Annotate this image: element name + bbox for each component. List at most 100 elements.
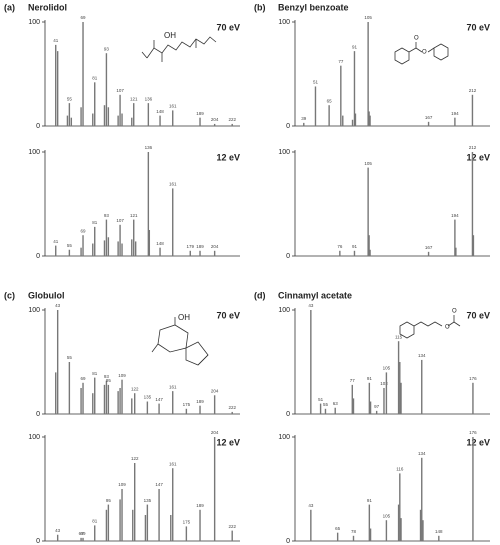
peak — [367, 167, 369, 256]
chart-subtitle: 12 eV — [466, 437, 490, 447]
peak — [68, 249, 71, 256]
peak — [354, 113, 357, 126]
peak — [399, 473, 401, 541]
peak — [314, 86, 317, 126]
peak — [92, 113, 94, 126]
peak — [82, 537, 84, 541]
peak — [80, 388, 82, 414]
peak — [472, 235, 475, 256]
peak-label: 107 — [116, 218, 124, 223]
peak — [471, 94, 474, 126]
peak-label: 55 — [67, 355, 73, 360]
peak-label: 222 — [228, 405, 236, 410]
peak-label: 122 — [131, 456, 139, 461]
peak-label: 55 — [67, 243, 73, 248]
peak-label: 55 — [67, 96, 73, 101]
peak — [134, 241, 137, 256]
y-tick-label: 100 — [28, 19, 40, 26]
peak — [121, 379, 123, 414]
peak — [199, 117, 201, 126]
peak-label: 91 — [352, 244, 358, 249]
peak-label: 176 — [469, 430, 477, 435]
peak — [368, 382, 371, 414]
peak — [134, 463, 136, 541]
y-tick-label: 100 — [278, 19, 290, 26]
peak — [385, 520, 388, 541]
peak-label: 148 — [156, 109, 164, 114]
panel-label: (b) — [254, 2, 266, 12]
peak — [213, 395, 216, 414]
peak-label: 189 — [196, 399, 204, 404]
peak-label: 51 — [318, 397, 324, 402]
peak-label: 81 — [92, 220, 98, 225]
peak-label: 212 — [469, 88, 477, 93]
peak — [427, 251, 430, 256]
chart-title: Nerolidol — [28, 2, 67, 12]
peak-label: 147 — [155, 397, 163, 402]
peak — [103, 384, 106, 414]
peak — [419, 509, 422, 541]
peak — [352, 535, 355, 541]
peak-label: 189 — [196, 244, 204, 249]
peak-label: 222 — [228, 524, 236, 529]
peak — [103, 240, 106, 256]
peak-label: 175 — [183, 520, 191, 525]
peak-label: 43 — [55, 528, 61, 533]
peak — [334, 407, 336, 414]
peak — [421, 457, 423, 541]
peak — [82, 235, 84, 256]
peak — [319, 403, 322, 414]
peak-label: 212 — [469, 145, 477, 150]
y-tick-label: 0 — [36, 411, 40, 418]
peak-label: 136 — [145, 96, 153, 101]
peak-label: 63 — [333, 401, 339, 406]
structure-cinnamyl-acetate — [399, 315, 461, 339]
peak-label: 81 — [92, 371, 98, 376]
peak — [68, 103, 71, 126]
peak-label: 81 — [92, 519, 98, 524]
peak-label: 109 — [118, 482, 126, 487]
peak-label: 167 — [425, 115, 433, 120]
annotation: O — [414, 36, 419, 42]
peak — [427, 121, 430, 126]
peak — [117, 391, 119, 414]
peak — [400, 518, 402, 541]
peak — [199, 509, 201, 541]
peak-label: 109 — [118, 373, 126, 378]
panel-label: (d) — [254, 290, 266, 300]
peak-label: 69 — [81, 15, 87, 20]
peak — [94, 82, 96, 126]
peak-label: 116 — [396, 467, 404, 472]
peak-label: 81 — [92, 76, 98, 81]
peak — [455, 247, 457, 256]
peak-label: 43 — [308, 503, 314, 508]
peak-label: 175 — [183, 402, 191, 407]
y-tick-label: 100 — [28, 434, 40, 441]
annotation: O — [445, 325, 450, 331]
peak — [368, 235, 370, 256]
y-tick-label: 0 — [36, 538, 40, 545]
peak — [231, 123, 233, 126]
peak-label: 121 — [130, 213, 138, 218]
panel-label: (c) — [4, 290, 15, 300]
peak-label: 194 — [451, 111, 459, 116]
peak-label: 204 — [211, 117, 219, 122]
y-tick-label: 0 — [286, 538, 290, 545]
y-tick-label: 0 — [286, 253, 290, 260]
peak-label: 93 — [104, 46, 110, 51]
peak — [107, 384, 110, 414]
structure-globulol — [151, 317, 209, 366]
peak — [421, 359, 423, 414]
peak — [82, 22, 84, 126]
peak — [103, 105, 106, 126]
peak — [472, 437, 474, 541]
peak — [369, 115, 371, 126]
peak — [339, 250, 341, 256]
peak — [92, 243, 94, 256]
peak-label: 105 — [383, 366, 391, 371]
peak — [132, 509, 134, 541]
peak-label: 115 — [395, 334, 403, 339]
peak — [328, 105, 330, 126]
peak — [213, 437, 216, 541]
